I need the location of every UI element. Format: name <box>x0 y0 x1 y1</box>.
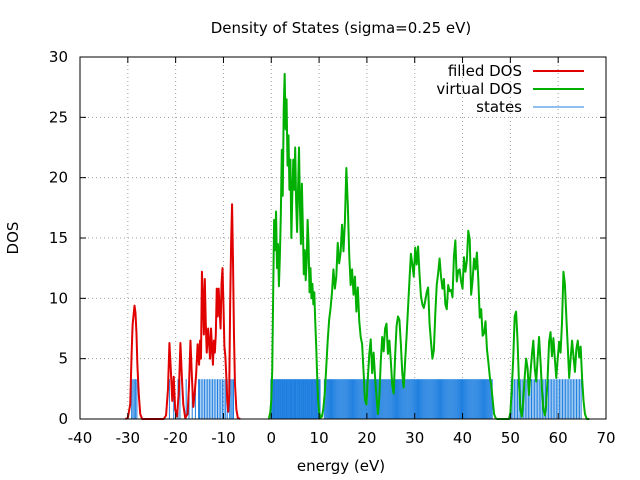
x-tick-label: 30 <box>405 429 424 447</box>
x-tick-label: -40 <box>68 429 93 447</box>
x-tick-label: 50 <box>501 429 520 447</box>
y-tick-label: 20 <box>49 169 68 187</box>
y-axis-label: DOS <box>4 222 22 255</box>
y-tick-label: 5 <box>58 350 68 368</box>
series-line-filled-dos <box>124 203 241 420</box>
series-states <box>131 379 582 419</box>
x-tick-label: 60 <box>549 429 568 447</box>
x-tick-label: 40 <box>453 429 472 447</box>
grid-lines <box>80 57 606 419</box>
y-tick-label: 10 <box>49 289 68 307</box>
x-tick-label: 20 <box>357 429 376 447</box>
legend-label-virtual-dos: virtual DOS <box>436 80 522 98</box>
plot-series <box>124 72 590 420</box>
y-tick-label: 30 <box>49 48 68 66</box>
y-tick-label: 15 <box>49 229 68 247</box>
x-tick-label: -10 <box>211 429 236 447</box>
x-tick-label: -20 <box>163 429 188 447</box>
legend-label-states: states <box>476 98 522 116</box>
x-tick-label: 10 <box>310 429 329 447</box>
y-tick-label: 0 <box>58 410 68 428</box>
legend: filled DOS virtual DOS states <box>436 62 584 116</box>
chart-title: Density of States (sigma=0.25 eV) <box>211 19 472 37</box>
x-tick-label: -30 <box>116 429 141 447</box>
legend-label-filled-dos: filled DOS <box>448 62 522 80</box>
series-line-virtual-dos <box>267 72 590 420</box>
x-tick-label: 0 <box>266 429 276 447</box>
x-tick-label: 70 <box>596 429 615 447</box>
y-tick-label: 25 <box>49 108 68 126</box>
axis-ticks: -40 -30 -20 -10 0 10 20 30 40 50 60 70 0 5 10 15 20 25 30 <box>49 48 616 447</box>
x-axis-label: energy (eV) <box>297 457 385 475</box>
